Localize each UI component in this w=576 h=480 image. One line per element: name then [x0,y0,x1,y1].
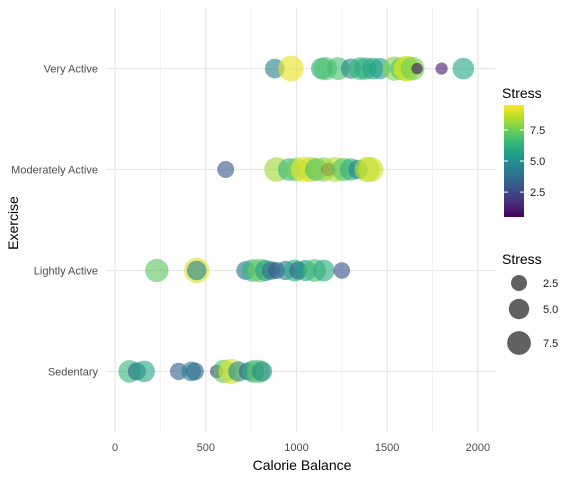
y-tick-label: Moderately Active [11,165,98,177]
x-axis-title: Calorie Balance [253,457,352,473]
x-tick-label: 1000 [284,442,308,454]
data-point [217,161,235,178]
data-point [312,259,335,282]
x-tick-label: 500 [197,442,215,454]
data-point [133,360,155,383]
data-point [358,156,384,183]
size-legend-label: 2.5 [543,278,558,290]
y-tick-label: Sedentary [48,366,99,378]
size-legend-key [507,331,531,355]
x-tick-label: 2000 [466,442,490,454]
color-legend-title: Stress [502,85,542,101]
colorbar-tick-label: 5.0 [530,156,545,168]
size-legend-label: 5.0 [543,304,558,316]
colorbar-tick-label: 2.5 [530,187,545,199]
size-legend-label: 7.5 [543,338,558,350]
x-tick-label: 0 [112,442,118,454]
y-tick-label: Lightly Active [34,265,98,277]
axes: 0 500 1000 1500 2000 Sedentary Lightly Active M… [11,64,490,454]
y-axis-title: Exercise [5,196,21,250]
points [118,55,475,385]
data-point [435,62,448,75]
data-point [333,262,351,279]
colorbar-tick-label: 7.5 [530,125,545,137]
x-tick-label: 1500 [375,442,399,454]
y-tick-label: Very Active [44,64,98,76]
data-point [452,57,475,80]
size-legend-key [508,298,530,320]
data-point [186,260,207,281]
color-legend: Stress 2.5 5.0 7.5 [502,85,545,217]
size-legend: Stress 2.5 5.0 7.5 [502,251,558,355]
data-point [145,258,169,283]
data-point [411,62,423,75]
data-point [185,362,204,381]
colorbar [504,105,524,217]
data-point [278,55,304,82]
data-point [251,361,273,382]
size-legend-title: Stress [502,251,542,267]
size-legend-key [511,275,527,291]
